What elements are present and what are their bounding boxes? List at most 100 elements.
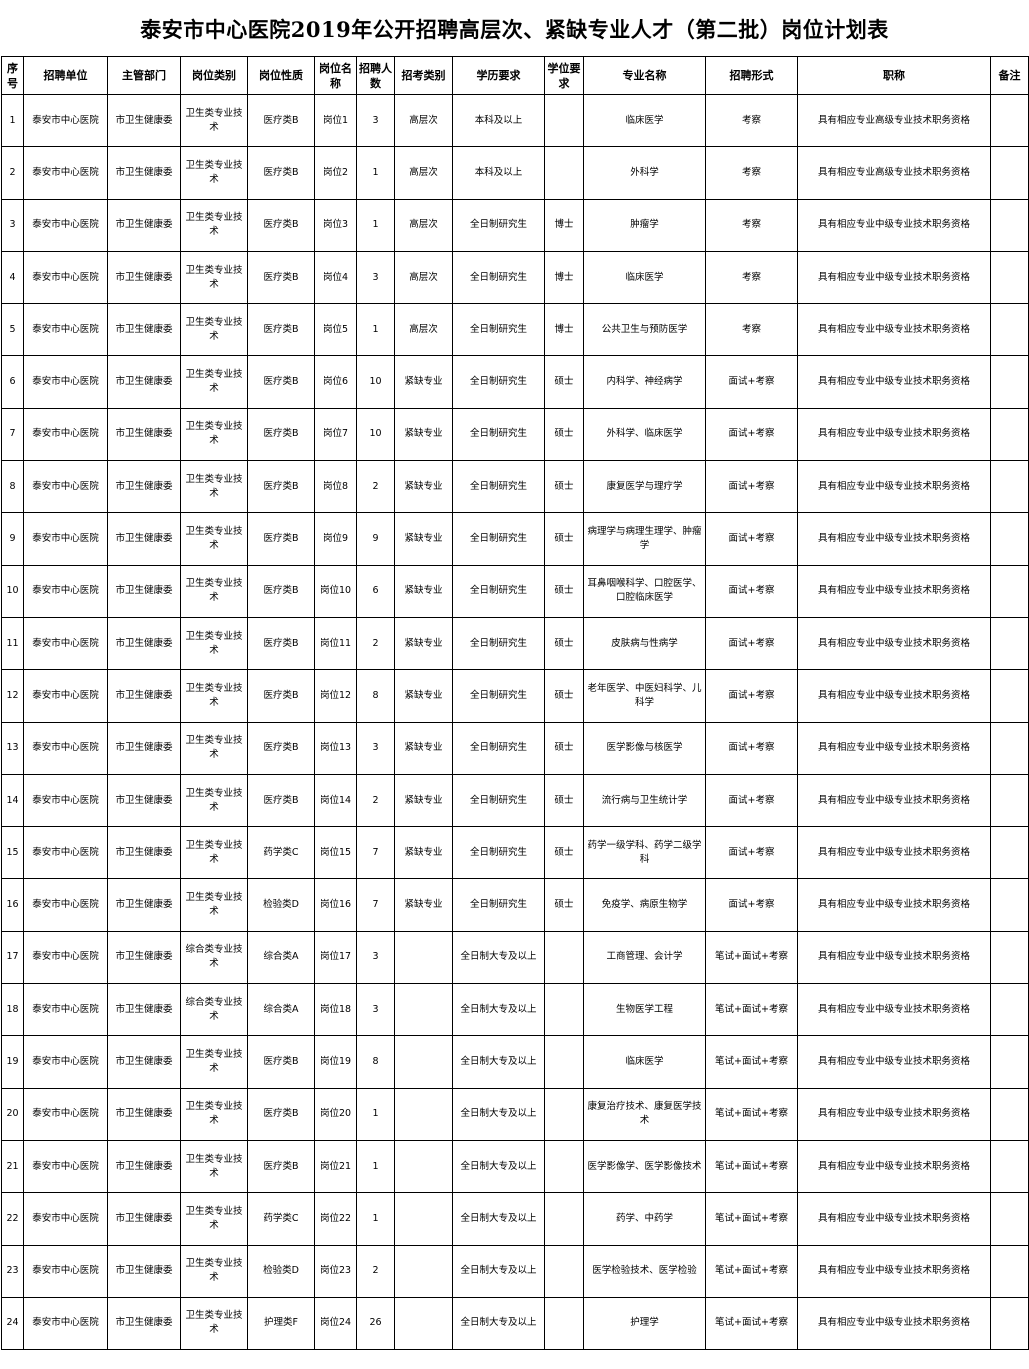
cell-method: 考察 (705, 146, 798, 200)
cell-method: 面试+考察 (705, 669, 798, 723)
cell-education: 全日制大专及以上 (452, 1192, 545, 1246)
cell-dept: 市卫生健康委 (107, 1087, 181, 1141)
cell-education: 全日制大专及以上 (452, 1244, 545, 1298)
cell-exam-type (394, 930, 453, 985)
cell-note (990, 773, 1029, 828)
cell-exam-type: 高层次 (394, 198, 453, 252)
cell-count: 9 (356, 512, 395, 566)
cell-method: 笔试+面试+考察 (705, 1035, 798, 1089)
header-dept: 主管部门 (107, 56, 181, 95)
cell-no: 10 (1, 564, 24, 618)
cell-post-name: 岗位20 (314, 1087, 357, 1141)
cell-post-name: 岗位4 (314, 250, 357, 305)
cell-major: 工商管理、会计学 (583, 930, 706, 985)
cell-degree: 硕士 (544, 826, 584, 880)
cell-major: 医学影像学、医学影像技术 (583, 1139, 706, 1194)
cell-count: 2 (356, 460, 395, 514)
header-no: 序号 (1, 56, 24, 95)
cell-post-name: 岗位6 (314, 355, 357, 409)
table-row: 4 泰安市中心医院 市卫生健康委 卫生类专业技术 医疗类B 岗位4 3 高层次 全日制研究生 博士… (1, 250, 1029, 305)
table-row: 3 泰安市中心医院 市卫生健康委 卫生类专业技术 医疗类B 岗位3 1 高层次 全日制研究生 博士… (1, 198, 1029, 252)
cell-education: 全日制研究生 (452, 198, 545, 252)
cell-nature: 医疗类B (247, 616, 315, 671)
cell-unit: 泰安市中心医院 (23, 1087, 108, 1141)
cell-note (990, 616, 1029, 671)
cell-no: 14 (1, 773, 24, 828)
cell-dept: 市卫生健康委 (107, 669, 181, 723)
cell-dept: 市卫生健康委 (107, 1192, 181, 1246)
cell-dept: 市卫生健康委 (107, 198, 181, 252)
cell-degree: 硕士 (544, 773, 584, 828)
cell-nature: 医疗类B (247, 460, 315, 514)
cell-unit: 泰安市中心医院 (23, 1296, 108, 1351)
cell-method: 面试+考察 (705, 512, 798, 566)
table-row: 11 泰安市中心医院 市卫生健康委 卫生类专业技术 医疗类B 岗位11 2 紧缺专业 全日制研究… (1, 616, 1029, 671)
cell-exam-type: 紧缺专业 (394, 512, 453, 566)
cell-education: 全日制研究生 (452, 616, 545, 671)
cell-education: 全日制研究生 (452, 721, 545, 775)
cell-dept: 市卫生健康委 (107, 773, 181, 828)
cell-major: 流行病与卫生统计学 (583, 773, 706, 828)
cell-nature: 医疗类B (247, 250, 315, 305)
cell-nature: 综合类A (247, 930, 315, 985)
cell-count: 3 (356, 930, 395, 985)
cell-count: 1 (356, 303, 395, 357)
cell-degree (544, 1296, 584, 1351)
cell-post-name: 岗位3 (314, 198, 357, 252)
cell-unit: 泰安市中心医院 (23, 198, 108, 252)
cell-exam-type: 紧缺专业 (394, 773, 453, 828)
cell-category: 卫生类专业技术 (180, 826, 248, 880)
cell-exam-type: 高层次 (394, 250, 453, 305)
cell-major: 外科学 (583, 146, 706, 200)
cell-major: 康复治疗技术、康复医学技术 (583, 1087, 706, 1141)
cell-exam-type (394, 1139, 453, 1194)
cell-category: 卫生类专业技术 (180, 198, 248, 252)
cell-title: 具有相应专业中级专业技术职务资格 (797, 355, 991, 409)
cell-no: 22 (1, 1192, 24, 1246)
cell-no: 16 (1, 878, 24, 932)
table-row: 5 泰安市中心医院 市卫生健康委 卫生类专业技术 医疗类B 岗位5 1 高层次 全日制研究生 博士… (1, 303, 1029, 357)
cell-count: 10 (356, 355, 395, 409)
table-row: 17 泰安市中心医院 市卫生健康委 综合类专业技术 综合类A 岗位17 3 全日制大专及以上工… (1, 930, 1029, 985)
cell-no: 24 (1, 1296, 24, 1351)
cell-major: 药学、中药学 (583, 1192, 706, 1246)
cell-unit: 泰安市中心医院 (23, 773, 108, 828)
cell-unit: 泰安市中心医院 (23, 93, 108, 148)
cell-no: 11 (1, 616, 24, 671)
cell-no: 21 (1, 1139, 24, 1194)
cell-unit: 泰安市中心医院 (23, 983, 108, 1037)
cell-nature: 医疗类B (247, 564, 315, 618)
cell-exam-type (394, 1244, 453, 1298)
table-row: 14 泰安市中心医院 市卫生健康委 卫生类专业技术 医疗类B 岗位14 2 紧缺专业 全日制研究… (1, 773, 1029, 828)
cell-category: 卫生类专业技术 (180, 407, 248, 462)
cell-education: 本科及以上 (452, 146, 545, 200)
cell-note (990, 1296, 1029, 1351)
cell-exam-type: 紧缺专业 (394, 669, 453, 723)
cell-title: 具有相应专业中级专业技术职务资格 (797, 721, 991, 775)
cell-category: 卫生类专业技术 (180, 721, 248, 775)
cell-degree (544, 1139, 584, 1194)
cell-major: 皮肤病与性病学 (583, 616, 706, 671)
cell-category: 卫生类专业技术 (180, 1035, 248, 1089)
cell-title: 具有相应专业中级专业技术职务资格 (797, 878, 991, 932)
cell-category: 综合类专业技术 (180, 983, 248, 1037)
cell-education: 全日制研究生 (452, 407, 545, 462)
table-row: 8 泰安市中心医院 市卫生健康委 卫生类专业技术 医疗类B 岗位8 2 紧缺专业 全日制研究生硕… (1, 460, 1029, 514)
cell-count: 10 (356, 407, 395, 462)
cell-major: 临床医学 (583, 93, 706, 148)
table-row: 16 泰安市中心医院 市卫生健康委 卫生类专业技术 检验类D 岗位16 7 紧缺专业 全日制研究… (1, 878, 1029, 932)
cell-category: 卫生类专业技术 (180, 1244, 248, 1298)
cell-degree (544, 1192, 584, 1246)
cell-no: 2 (1, 146, 24, 200)
cell-title: 具有相应专业中级专业技术职务资格 (797, 512, 991, 566)
cell-unit: 泰安市中心医院 (23, 826, 108, 880)
cell-education: 全日制大专及以上 (452, 1139, 545, 1194)
cell-category: 卫生类专业技术 (180, 303, 248, 357)
cell-no: 9 (1, 512, 24, 566)
cell-post-name: 岗位19 (314, 1035, 357, 1089)
cell-post-name: 岗位24 (314, 1296, 357, 1351)
cell-major: 康复医学与理疗学 (583, 460, 706, 514)
cell-education: 全日制研究生 (452, 564, 545, 618)
header-degree: 学位要求 (544, 56, 584, 95)
cell-nature: 医疗类B (247, 669, 315, 723)
